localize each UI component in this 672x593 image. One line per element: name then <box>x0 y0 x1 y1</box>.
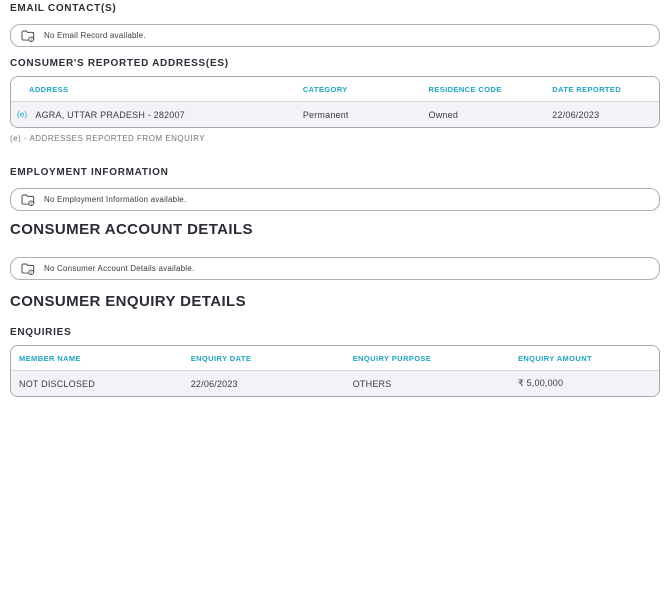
col-header-enquiry-date: ENQUIRY DATE <box>190 353 252 363</box>
addresses-heading: CONSUMER'S REPORTED ADDRESS(ES) <box>10 58 229 69</box>
employment-empty-state: No Employment Information available. <box>10 188 660 211</box>
email-empty-state: No Email Record available. <box>10 24 660 47</box>
col-header-enquiry-amount: ENQUIRY AMOUNT <box>517 353 593 363</box>
account-empty-state: No Consumer Account Details available. <box>10 257 660 280</box>
folder-alert-icon <box>21 263 35 275</box>
table-row: (e) AGRA, UTTAR PRADESH - 282007 Permane… <box>11 102 659 127</box>
addresses-table: ADDRESS CATEGORY RESIDENCE CODE DATE REP… <box>10 76 660 128</box>
col-header-category: CATEGORY <box>302 84 348 94</box>
enquiry-date-cell: 22/06/2023 <box>190 378 238 389</box>
member-name-cell: NOT DISCLOSED <box>19 378 95 389</box>
address-value: AGRA, UTTAR PRADESH - 282007 <box>35 109 185 120</box>
account-details-heading: CONSUMER ACCOUNT DETAILS <box>10 221 253 238</box>
folder-alert-icon <box>21 194 35 206</box>
table-row: NOT DISCLOSED 22/06/2023 OTHERS ₹ 5,00,0… <box>11 371 659 396</box>
enquiry-flag-link[interactable]: (e) <box>17 110 28 119</box>
enquiry-amount-cell: ₹ 5,00,000 <box>517 378 564 388</box>
employment-empty-message: No Employment Information available. <box>44 195 187 204</box>
folder-alert-icon <box>21 30 35 42</box>
addresses-table-header: ADDRESS CATEGORY RESIDENCE CODE DATE REP… <box>11 77 659 102</box>
address-cell: (e) AGRA, UTTAR PRADESH - 282007 <box>11 110 295 120</box>
employment-heading: EMPLOYMENT INFORMATION <box>10 167 169 178</box>
residence-code-cell: Owned <box>428 109 459 120</box>
email-empty-message: No Email Record available. <box>44 31 146 40</box>
category-cell: Permanent <box>302 109 349 120</box>
col-header-member-name: MEMBER NAME <box>19 353 81 363</box>
account-empty-message: No Consumer Account Details available. <box>44 264 195 273</box>
col-header-date-reported: DATE REPORTED <box>552 84 622 94</box>
date-reported-cell: 22/06/2023 <box>552 109 600 120</box>
enquiry-purpose-cell: OTHERS <box>352 378 392 389</box>
credit-report-page: EMAIL CONTACT(S) No Email Record availab… <box>10 3 660 397</box>
col-header-enquiry-purpose: ENQUIRY PURPOSE <box>352 353 432 363</box>
email-contacts-heading: EMAIL CONTACT(S) <box>10 3 117 14</box>
enquiries-subheading: ENQUIRIES <box>10 327 72 338</box>
address-footnote: (e) - ADDRESSES REPORTED FROM ENQUIRY <box>10 134 206 143</box>
enquiries-table: MEMBER NAME ENQUIRY DATE ENQUIRY PURPOSE… <box>10 345 660 397</box>
enquiry-details-heading: CONSUMER ENQUIRY DETAILS <box>10 293 247 310</box>
col-header-address: ADDRESS <box>29 84 69 94</box>
col-header-residence-code: RESIDENCE CODE <box>428 84 502 94</box>
enquiries-table-header: MEMBER NAME ENQUIRY DATE ENQUIRY PURPOSE… <box>11 346 659 371</box>
